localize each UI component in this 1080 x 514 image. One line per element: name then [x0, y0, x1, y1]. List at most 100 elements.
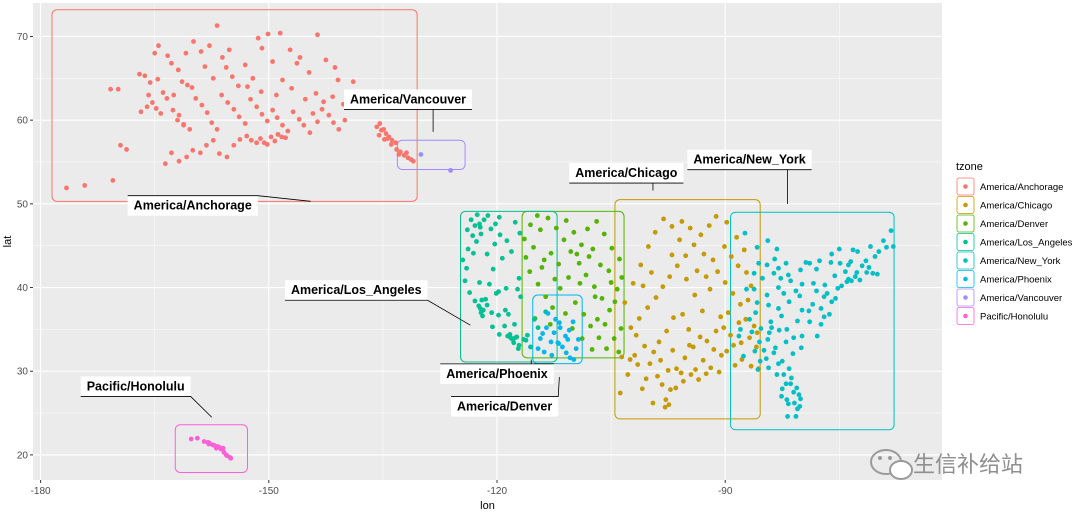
point-america-anchorage: [226, 47, 232, 53]
point-america-chicago: [638, 262, 644, 268]
point-america-anchorage: [169, 150, 174, 156]
point-america-chicago: [688, 372, 694, 377]
y-axis-title: lat: [2, 236, 14, 248]
point-america-anchorage: [207, 43, 212, 49]
point-america-los-angeles: [518, 294, 523, 300]
point-america-denver: [528, 222, 533, 228]
point-america-chicago: [617, 390, 623, 396]
point-america-denver: [547, 321, 553, 327]
point-america-chicago: [715, 269, 721, 275]
point-america-chicago: [628, 325, 634, 331]
point-america-los-angeles: [516, 275, 522, 281]
point-america-chicago: [699, 308, 705, 314]
point-america-new-york: [798, 345, 804, 351]
point-america-new-york: [839, 283, 844, 289]
point-america-chicago: [748, 363, 754, 369]
point-america-anchorage: [108, 86, 113, 92]
point-america-chicago: [658, 357, 663, 363]
point-america-chicago: [698, 232, 704, 238]
point-america-denver: [590, 246, 596, 252]
point-america-phoenix: [551, 330, 557, 336]
point-america-new-york: [817, 258, 822, 264]
point-america-new-york: [807, 319, 813, 325]
legend-label: America/New_York: [980, 256, 1061, 267]
point-america-los-angeles: [477, 224, 483, 230]
point-america-denver: [535, 281, 541, 287]
point-america-los-angeles: [481, 217, 487, 223]
annotation-text: America/Chicago: [575, 166, 677, 180]
annotation-text: Pacific/Honolulu: [87, 379, 185, 393]
point-america-anchorage: [326, 112, 332, 118]
point-america-anchorage: [285, 128, 291, 134]
point-america-chicago: [663, 397, 669, 403]
point-america-phoenix: [535, 346, 541, 352]
point-america-chicago: [630, 280, 636, 286]
point-america-anchorage: [383, 131, 389, 136]
point-america-los-angeles: [485, 213, 491, 218]
point-america-denver: [553, 225, 559, 231]
point-america-chicago: [724, 219, 730, 225]
point-america-chicago: [701, 251, 707, 257]
point-america-phoenix: [571, 357, 577, 362]
point-america-los-angeles: [531, 316, 537, 322]
point-america-phoenix: [566, 327, 572, 333]
legend-item-america-vancouver: America/Vancouver: [956, 288, 1062, 307]
point-america-los-angeles: [492, 241, 498, 247]
point-america-anchorage: [158, 111, 164, 116]
point-america-chicago: [653, 295, 659, 300]
point-america-new-york: [753, 310, 759, 316]
point-america-anchorage: [156, 43, 161, 49]
point-america-chicago: [673, 385, 679, 391]
point-america-denver: [601, 231, 607, 237]
point-america-new-york: [783, 339, 789, 345]
point-america-new-york: [810, 301, 816, 307]
point-america-denver: [598, 262, 603, 268]
point-america-new-york: [765, 337, 771, 342]
point-america-anchorage: [255, 35, 261, 41]
point-america-anchorage: [307, 130, 313, 136]
legend-item-america-denver: America/Denver: [956, 214, 1048, 233]
point-america-chicago: [719, 352, 724, 358]
point-america-new-york: [793, 414, 799, 419]
point-america-los-angeles: [474, 212, 480, 218]
point-america-new-york: [781, 372, 787, 377]
point-america-new-york: [791, 335, 797, 341]
bbox-america-phoenix: [532, 294, 583, 365]
point-america-anchorage: [323, 57, 329, 63]
point-america-anchorage: [170, 107, 176, 113]
y-tick-label: 20: [17, 450, 29, 461]
point-america-denver: [611, 336, 617, 341]
point-america-denver: [527, 269, 533, 275]
point-america-los-angeles: [460, 257, 466, 263]
point-america-los-angeles: [462, 278, 468, 284]
point-america-new-york: [741, 353, 746, 359]
y-tick-label: 60: [17, 116, 29, 127]
point-america-anchorage: [223, 65, 229, 70]
bbox-pacific-honolulu: [174, 424, 249, 473]
point-america-anchorage: [265, 31, 271, 37]
point-america-new-york: [757, 339, 762, 345]
point-america-chicago: [706, 223, 712, 229]
point-america-denver: [581, 311, 587, 317]
point-america-new-york: [868, 244, 873, 249]
point-america-anchorage: [155, 76, 161, 82]
point-america-new-york: [786, 366, 792, 372]
point-america-los-angeles: [479, 297, 485, 303]
point-america-chicago: [744, 270, 749, 275]
point-america-chicago: [711, 347, 717, 352]
legend-item-america-chicago: America/Chicago: [956, 196, 1052, 214]
point-pacific-honolulu: [223, 452, 229, 458]
point-america-new-york: [760, 275, 765, 281]
point-america-anchorage: [82, 183, 88, 188]
point-america-new-york: [788, 375, 794, 381]
point-america-new-york: [798, 267, 803, 273]
point-america-los-angeles: [497, 232, 503, 238]
point-america-los-angeles: [502, 323, 508, 329]
point-america-new-york: [756, 260, 762, 266]
point-america-anchorage: [410, 158, 416, 164]
point-america-anchorage: [146, 92, 152, 98]
point-america-anchorage: [152, 50, 158, 56]
annotation-rule: [284, 299, 471, 326]
point-america-new-york: [779, 393, 784, 399]
